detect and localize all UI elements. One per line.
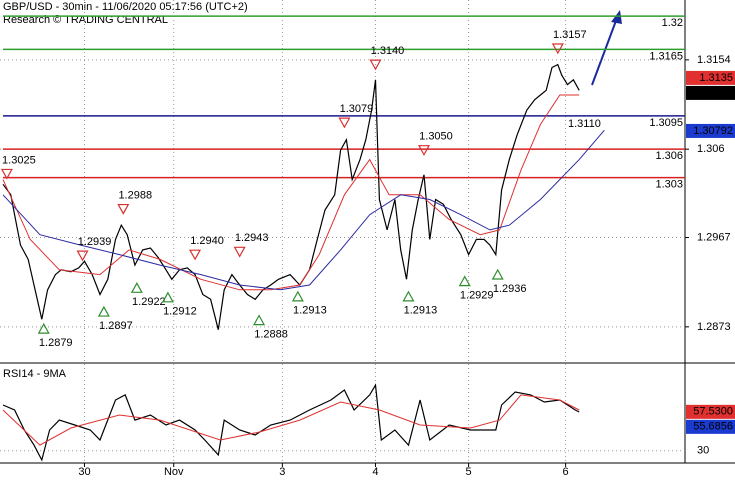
swing-low-marker <box>402 290 415 302</box>
series-line <box>2 383 580 462</box>
swing-high-marker <box>233 246 246 258</box>
chart-subtitle: Research © TRADING CENTRAL <box>3 14 168 26</box>
annotation: 1.3110 <box>568 118 601 130</box>
swing-low-marker <box>97 305 110 317</box>
y-tick-label: 30 <box>697 445 709 457</box>
swing-low-marker <box>291 290 304 302</box>
y-tick-label: 1.2873 <box>697 321 731 333</box>
y-tick-label: 1.2967 <box>697 231 731 243</box>
x-tick-label: 30 <box>78 466 90 478</box>
arrow <box>591 17 618 86</box>
swing-high-marker <box>189 249 202 261</box>
price-marker-label: 57.5300 <box>693 406 733 418</box>
price-marker-label: 55.6856 <box>693 421 733 433</box>
price-marker-label: 1.30792 <box>693 125 733 137</box>
y-tick-label: 1.3154 <box>697 54 731 66</box>
swing-label: 1.3050 <box>419 131 453 143</box>
swing-label: 1.3025 <box>2 154 36 166</box>
swing-label: 1.2940 <box>190 235 224 247</box>
price-marker <box>686 404 735 419</box>
swing-label: 1.2988 <box>118 189 152 201</box>
swing-label: 1.2912 <box>163 306 197 318</box>
swing-label: 1.2922 <box>132 296 166 308</box>
swing-label: 1.2929 <box>460 290 494 302</box>
panel-title: RSI14 - 9MA <box>3 368 67 380</box>
x-tick-label: 3 <box>279 466 285 478</box>
swing-high-marker <box>369 59 382 71</box>
swing-low-marker <box>458 275 471 287</box>
price-marker <box>686 70 735 85</box>
swing-label: 1.2913 <box>404 305 438 317</box>
price-marker <box>686 123 735 138</box>
swing-label: 1.2943 <box>235 232 269 244</box>
swing-label: 1.3140 <box>371 45 405 57</box>
x-tick-label: Nov <box>164 466 184 478</box>
swing-label: 1.3079 <box>340 103 374 115</box>
level-label: 1.303 <box>655 179 683 191</box>
swing-label: 1.2913 <box>293 305 327 317</box>
price-marker-label: 1.3127 <box>699 87 733 99</box>
series-line <box>2 394 580 446</box>
x-tick-label: 4 <box>372 466 378 478</box>
level-label: 1.3095 <box>649 117 683 129</box>
swing-high-marker <box>417 145 430 156</box>
swing-high-marker <box>338 117 351 129</box>
swing-label: 1.2936 <box>493 283 527 295</box>
swing-high-marker <box>117 203 130 215</box>
swing-label: 1.2939 <box>78 236 112 248</box>
price-marker <box>686 419 735 434</box>
swing-high-marker <box>76 250 89 262</box>
level-label: 1.3165 <box>649 50 683 62</box>
swing-low-marker <box>161 291 174 303</box>
swing-low-marker <box>37 322 50 334</box>
swing-low-marker <box>130 282 143 293</box>
y-tick-label: 1.306 <box>697 143 725 155</box>
price-marker <box>686 85 735 100</box>
swing-label: 1.2897 <box>99 320 133 332</box>
series-line <box>2 129 605 291</box>
swing-label: 1.2888 <box>254 328 288 340</box>
arrow-head <box>611 10 622 24</box>
price-marker-label: 1.3135 <box>699 72 733 84</box>
swing-high-marker <box>551 43 564 55</box>
chart-title: GBP/USD - 30min - 11/06/2020 05:17:56 (U… <box>3 1 248 13</box>
swing-low-marker <box>253 314 266 326</box>
series-line <box>2 94 580 291</box>
swing-low-marker <box>491 268 504 280</box>
level-label: 1.32 <box>662 17 683 29</box>
x-tick-label: 6 <box>563 466 569 478</box>
swing-label: 1.2879 <box>39 337 73 349</box>
x-tick-label: 5 <box>466 466 472 478</box>
swing-high-marker <box>0 168 13 180</box>
level-label: 1.306 <box>655 150 683 162</box>
swing-label: 1.3157 <box>553 29 587 41</box>
